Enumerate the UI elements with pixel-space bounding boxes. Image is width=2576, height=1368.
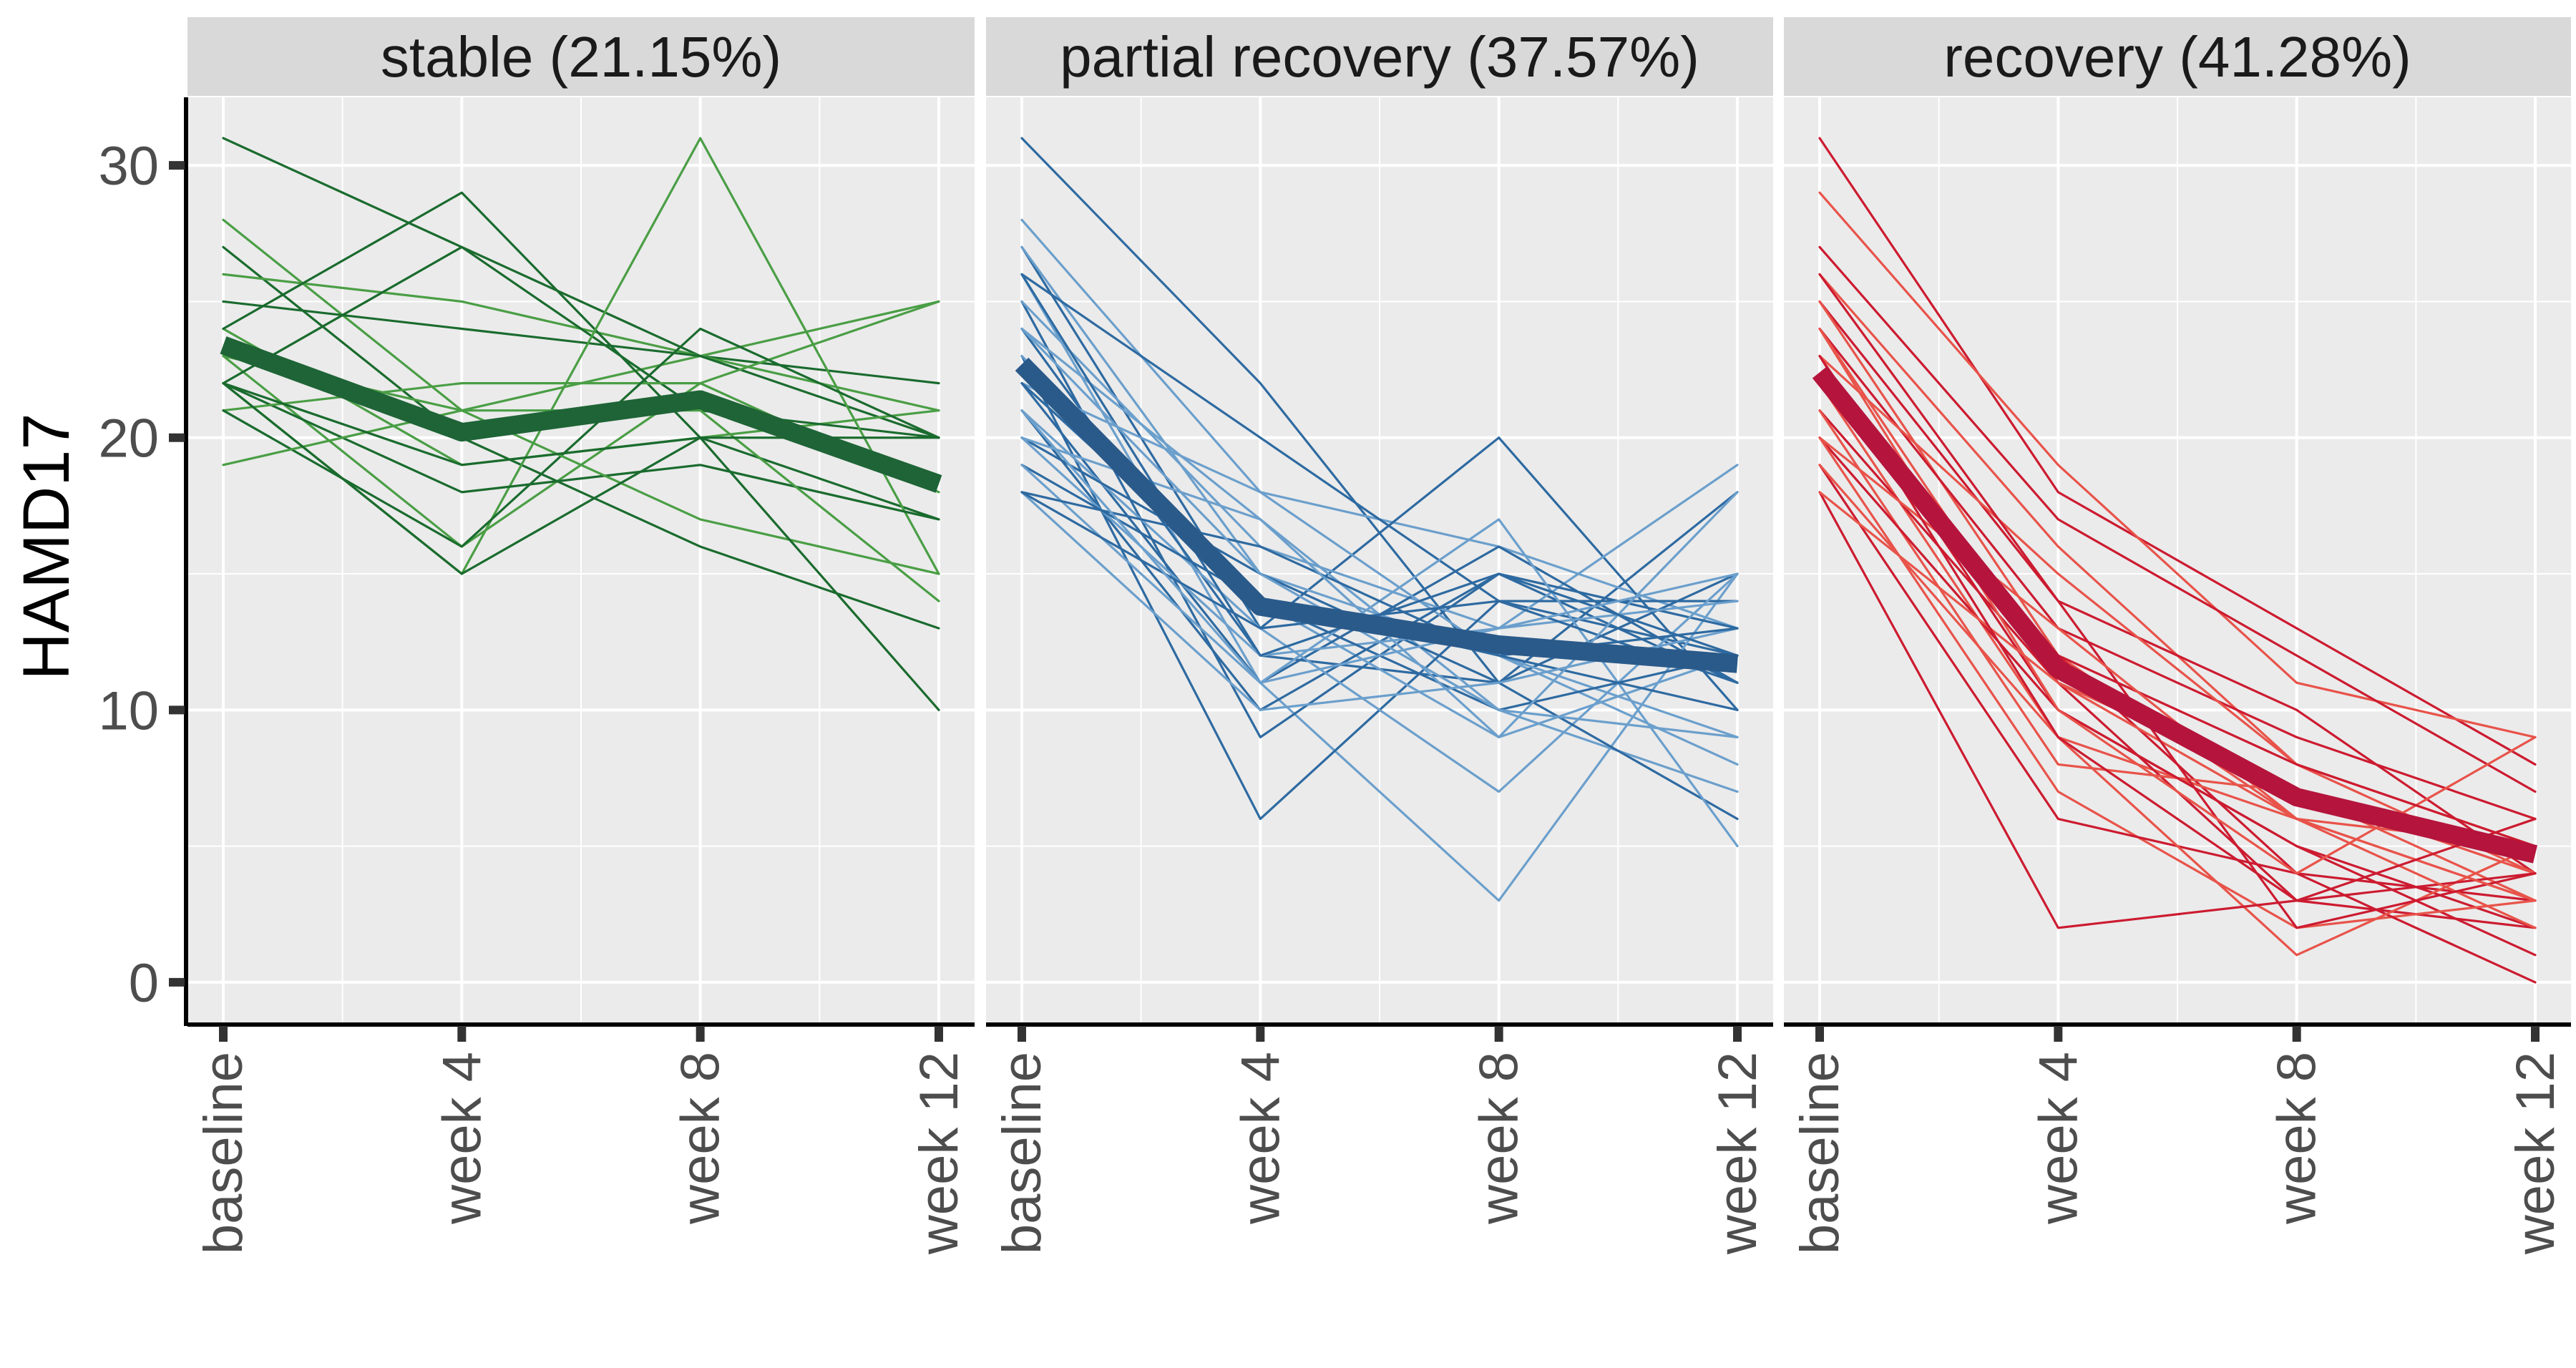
individual-line xyxy=(222,137,940,385)
x-tick-label: week 8 xyxy=(2267,1052,2328,1225)
individual-line xyxy=(1020,273,1739,657)
panel-2: partial recovery (37.57%) baseline week 4 w… xyxy=(986,17,1773,1255)
individual-line xyxy=(1020,327,1739,738)
individual-line xyxy=(1020,409,1739,684)
facet-strip-label: partial recovery (37.57%) xyxy=(1060,25,1699,89)
x-tick-label: baseline xyxy=(992,1052,1053,1254)
individual-line xyxy=(222,191,940,521)
x-tick-label: week 12 xyxy=(2505,1052,2566,1255)
x-tick-label: week 12 xyxy=(909,1052,970,1255)
y-tick-label: 30 xyxy=(98,136,159,197)
individual-line xyxy=(1818,273,2537,929)
individual-line xyxy=(1818,436,2537,929)
panel-1: stable (21.15%) baseline week 4 week 8 week … xyxy=(98,17,975,1255)
y-tick-label: 10 xyxy=(98,680,159,741)
individual-line xyxy=(1818,245,2537,793)
facet-strip xyxy=(187,17,975,96)
panels: stable (21.15%) baseline week 4 week 8 week … xyxy=(98,17,2571,1255)
y-axis-title: HAMD17 xyxy=(10,413,83,680)
panel-3: recovery (41.28%) baseline week 4 week 8 wee… xyxy=(1784,17,2571,1255)
individual-line xyxy=(1818,300,2537,875)
x-tick-label: week 4 xyxy=(1230,1052,1291,1225)
x-tick-label: week 4 xyxy=(2028,1052,2089,1225)
individual-line xyxy=(1020,491,1739,711)
individual-line xyxy=(1020,382,1739,738)
y-tick-label: 0 xyxy=(129,953,159,1014)
x-tick-label: week 12 xyxy=(1707,1052,1768,1255)
individual-line xyxy=(1818,137,2537,766)
facet-strip-label: recovery (41.28%) xyxy=(1943,25,2411,89)
mean-line xyxy=(1015,357,1739,673)
x-tick-label: baseline xyxy=(1790,1052,1850,1254)
individual-line xyxy=(1818,354,2537,902)
individual-line xyxy=(1818,491,2537,929)
individual-line xyxy=(1818,191,2537,738)
individual-line xyxy=(222,409,940,575)
x-tick-label: week 8 xyxy=(1469,1052,1530,1225)
y-tick-label: 20 xyxy=(98,409,159,469)
mean-line xyxy=(1812,366,2538,864)
individual-line xyxy=(222,245,940,439)
facet-strip xyxy=(986,17,1773,96)
x-tick-label: week 8 xyxy=(670,1052,731,1225)
x-tick-label: baseline xyxy=(193,1052,254,1254)
mean-line xyxy=(220,336,942,493)
x-tick-label: week 4 xyxy=(431,1052,492,1225)
facet-strip xyxy=(1784,17,2571,96)
individual-line xyxy=(222,245,940,630)
individual-line xyxy=(222,382,940,711)
facet-strip-label: stable (21.15%) xyxy=(381,25,781,89)
individual-line xyxy=(1818,327,2537,821)
individual-line xyxy=(1818,491,2537,929)
